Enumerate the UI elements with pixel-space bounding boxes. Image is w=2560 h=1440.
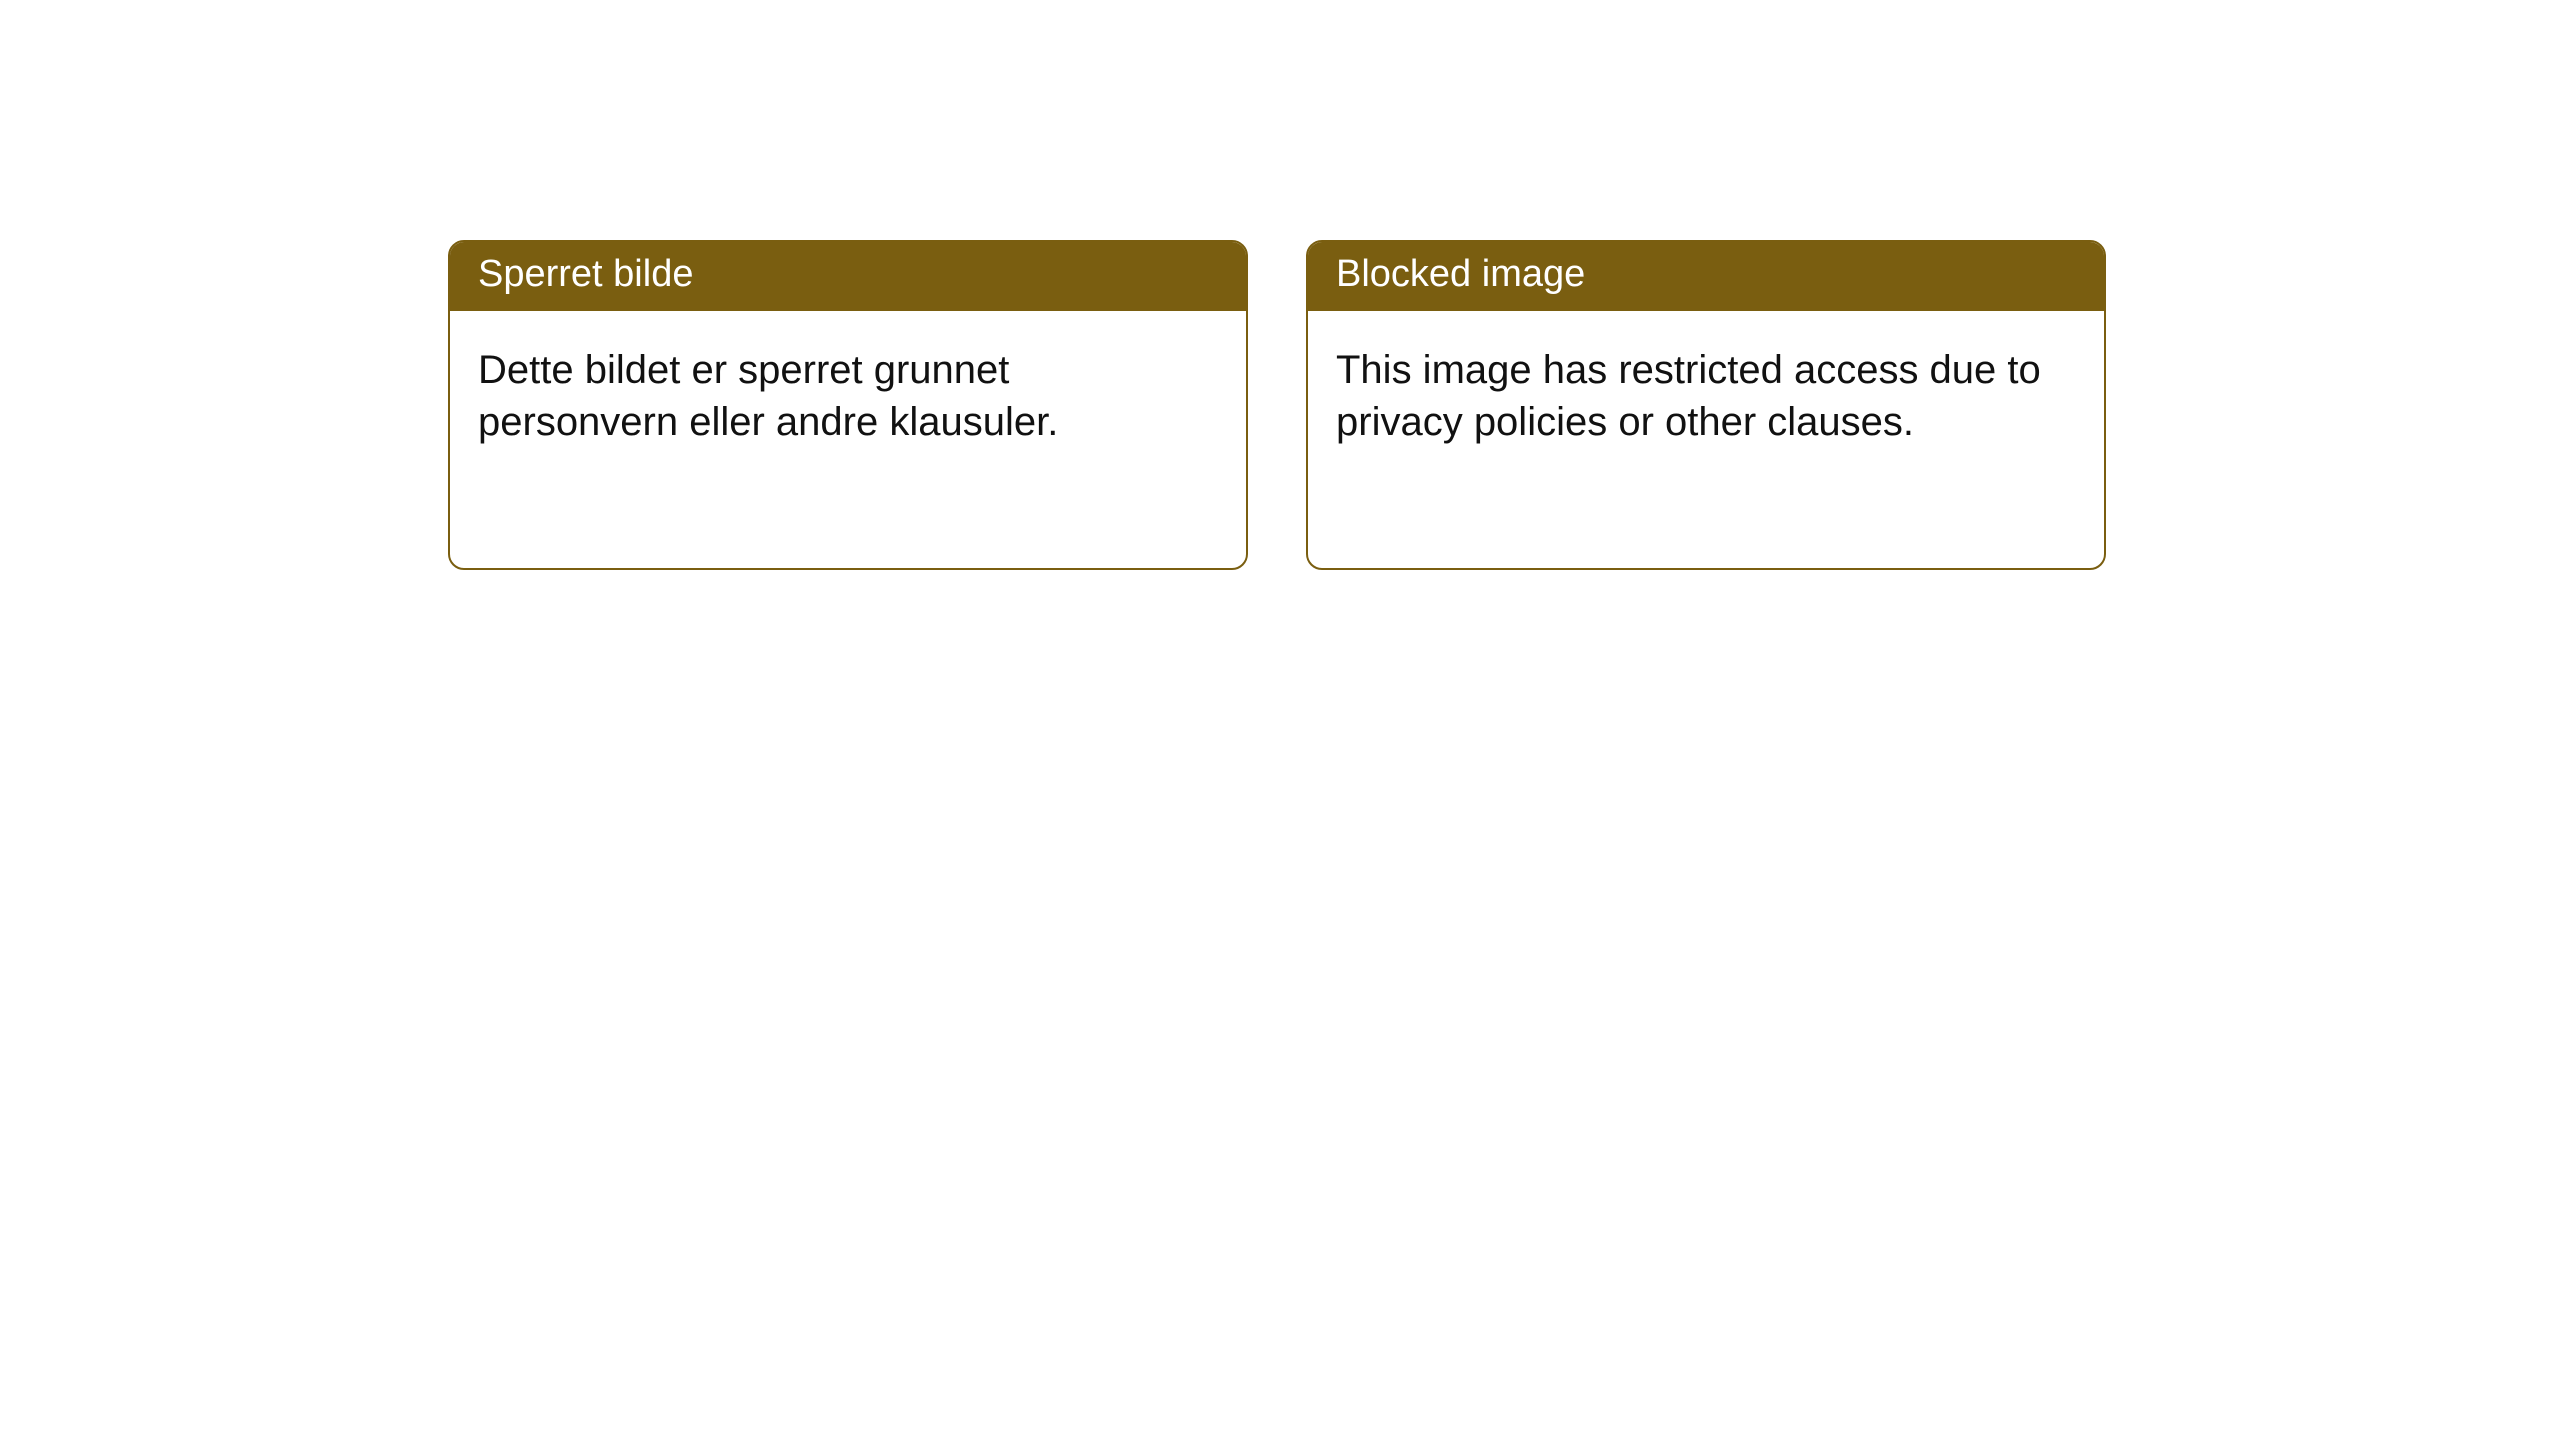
card-body-norwegian: Dette bildet er sperret grunnet personve… — [450, 311, 1246, 475]
notice-card-english: Blocked image This image has restricted … — [1306, 240, 2106, 570]
card-header-norwegian: Sperret bilde — [450, 242, 1246, 311]
notice-card-norwegian: Sperret bilde Dette bildet er sperret gr… — [448, 240, 1248, 570]
card-title-norwegian: Sperret bilde — [478, 253, 693, 295]
card-message-english: This image has restricted access due to … — [1336, 348, 2041, 443]
card-message-norwegian: Dette bildet er sperret grunnet personve… — [478, 348, 1058, 443]
card-header-english: Blocked image — [1308, 242, 2104, 311]
card-body-english: This image has restricted access due to … — [1308, 311, 2104, 475]
notice-container: Sperret bilde Dette bildet er sperret gr… — [0, 0, 2560, 570]
card-title-english: Blocked image — [1336, 253, 1585, 295]
